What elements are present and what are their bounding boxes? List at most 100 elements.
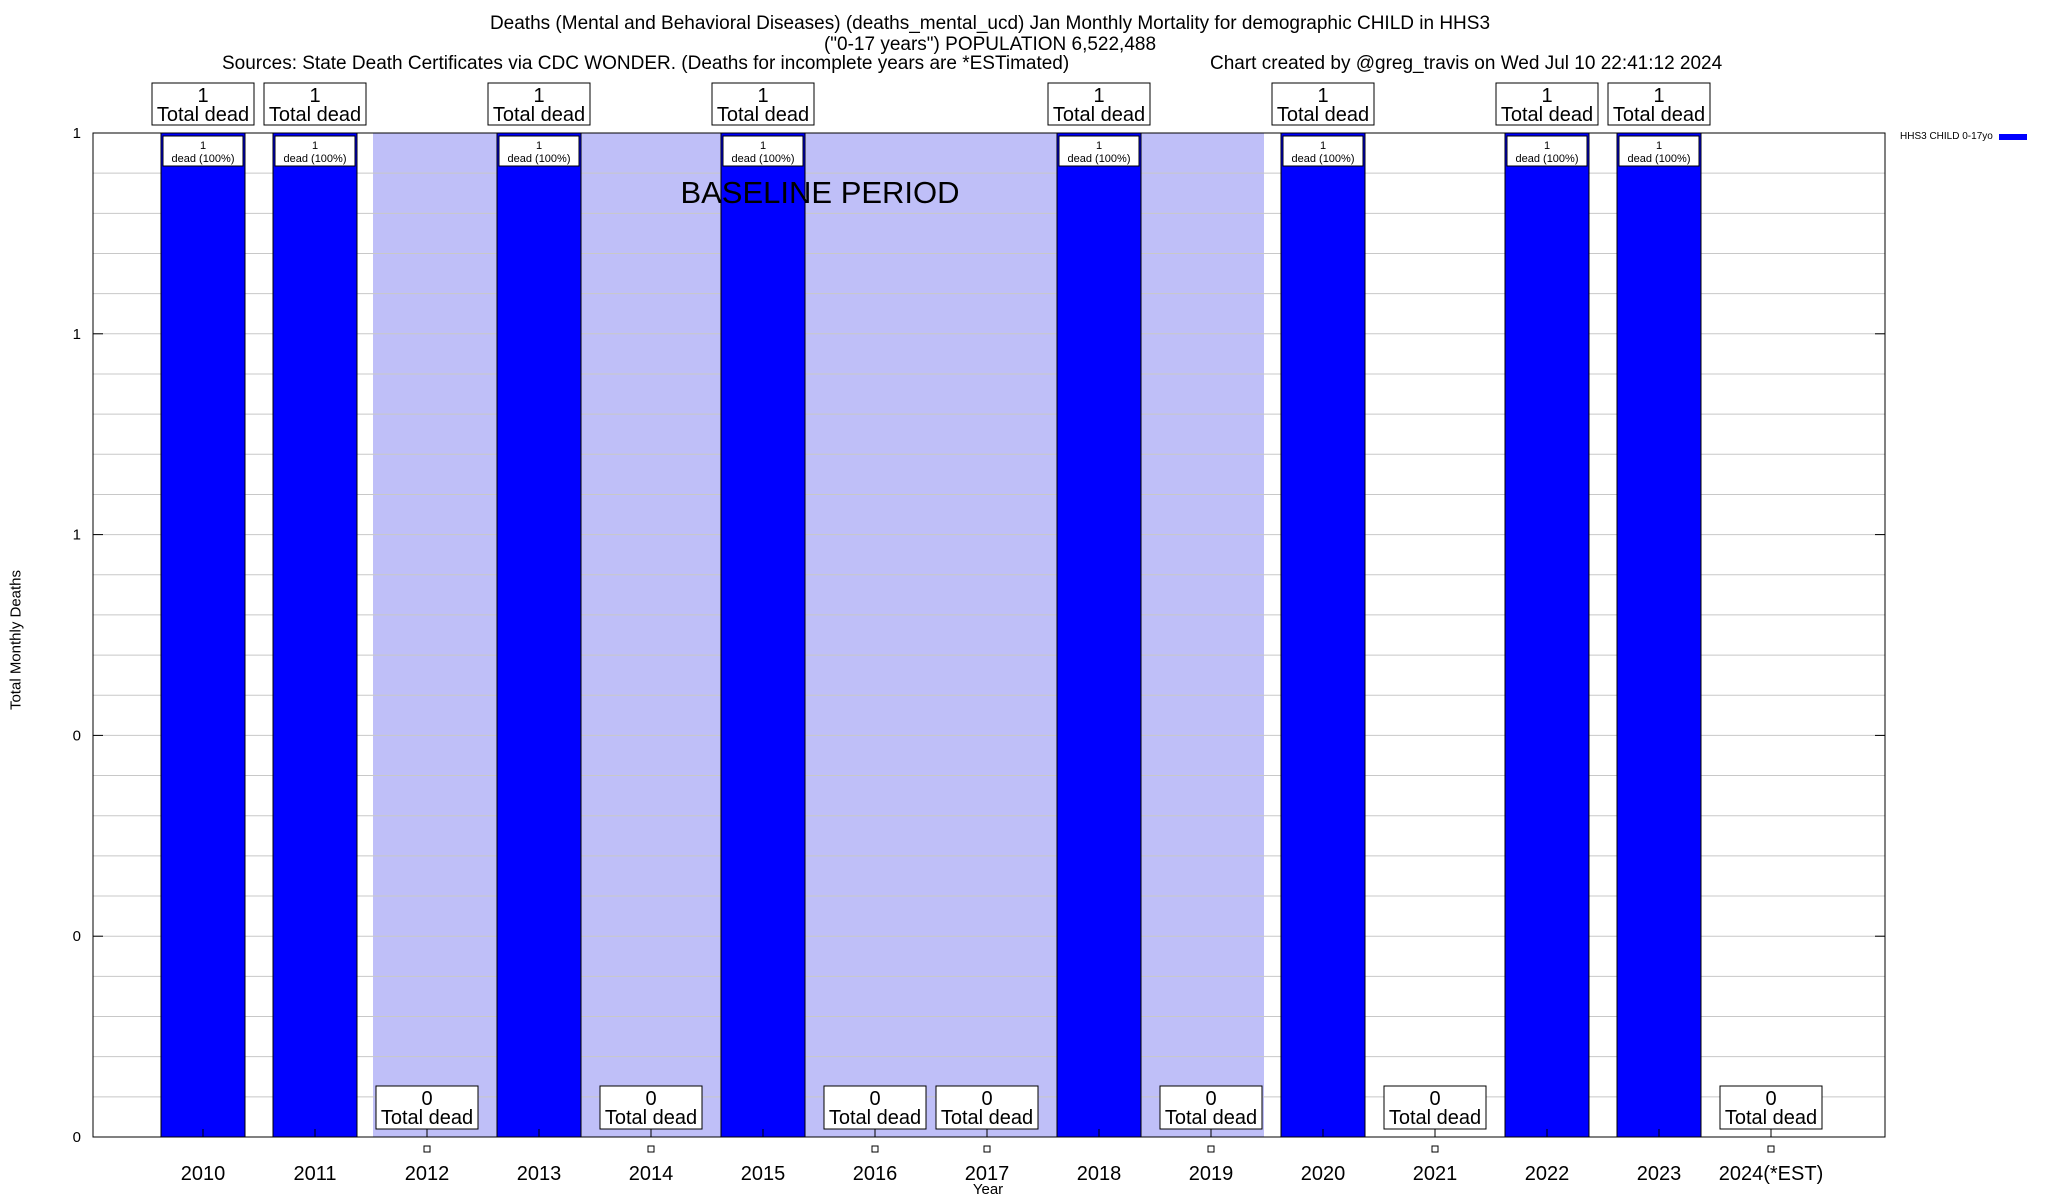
x-tick-label: 2015 — [741, 1163, 786, 1185]
y-tick-label: 1 — [73, 326, 81, 343]
x-tick-label: 2019 — [1189, 1163, 1234, 1185]
x-tick-label: 2022 — [1525, 1163, 1570, 1185]
zero-marker — [1431, 1145, 1439, 1153]
total-value: 0 — [869, 1088, 880, 1110]
x-tick-label: 2023 — [1637, 1163, 1682, 1185]
bar-inner-label-box — [162, 135, 244, 167]
total-label: Total dead — [1725, 1107, 1817, 1129]
x-tick-label: 2020 — [1301, 1163, 1346, 1185]
total-value: 0 — [421, 1088, 432, 1110]
total-label-box — [711, 82, 815, 126]
zero-marker — [1207, 1145, 1215, 1153]
x-tick-label: 2018 — [1077, 1163, 1122, 1185]
total-value: 1 — [197, 85, 208, 107]
bar-inner-label: dead (100%) — [1292, 153, 1355, 165]
total-label-box — [599, 1085, 703, 1130]
bar — [1616, 132, 1702, 1138]
total-label-box — [1495, 82, 1599, 126]
total-value: 1 — [1093, 85, 1104, 107]
bar-inner-label-box — [1058, 135, 1140, 167]
x-tick-label: 2014 — [629, 1163, 674, 1185]
total-label-box — [1047, 82, 1151, 126]
total-label: Total dead — [493, 104, 585, 126]
legend: HHS3 CHILD 0-17yo — [1900, 131, 2027, 142]
total-label: Total dead — [829, 1107, 921, 1129]
total-value: 0 — [1765, 1088, 1776, 1110]
total-label: Total dead — [269, 104, 361, 126]
bar-inner-label-box — [1506, 135, 1588, 167]
bar-inner-value: 1 — [1096, 140, 1102, 152]
zero-marker — [871, 1145, 879, 1153]
total-value: 0 — [645, 1088, 656, 1110]
total-label: Total dead — [157, 104, 249, 126]
x-tick-label: 2016 — [853, 1163, 898, 1185]
bar-inner-value: 1 — [536, 140, 542, 152]
total-value: 1 — [1541, 85, 1552, 107]
total-label: Total dead — [1165, 1107, 1257, 1129]
bar-inner-value: 1 — [1320, 140, 1326, 152]
bar-inner-value: 1 — [200, 140, 206, 152]
bar-inner-value: 1 — [760, 140, 766, 152]
chart-title: Deaths (Mental and Behavioral Diseases) … — [489, 13, 1491, 34]
bar — [496, 132, 582, 1138]
legend-swatch — [1998, 133, 2027, 140]
chart-subtitle: ("0-17 years") POPULATION 6,522,488 — [823, 34, 1157, 55]
legend-label: HHS3 CHILD 0-17yo — [1900, 131, 1993, 142]
bar-inner-label-box — [498, 135, 580, 167]
zero-marker — [1767, 1145, 1775, 1153]
total-label-box — [1159, 1085, 1263, 1130]
bar — [720, 132, 806, 1138]
sources-note: Sources: State Death Certificates via CD… — [222, 53, 1070, 74]
total-value: 0 — [1429, 1088, 1440, 1110]
bar-inner-label: dead (100%) — [1068, 153, 1131, 165]
bar-inner-label-box — [1618, 135, 1700, 167]
x-tick-label: 2012 — [405, 1163, 450, 1185]
bar-inner-label: dead (100%) — [508, 153, 571, 165]
bar-inner-label: dead (100%) — [1516, 153, 1579, 165]
total-label: Total dead — [1389, 1107, 1481, 1129]
total-value: 1 — [1653, 85, 1664, 107]
x-axis-label: Year — [972, 1181, 1004, 1198]
total-label-box — [1607, 82, 1711, 126]
y-tick-label: 1 — [73, 527, 81, 544]
total-value: 1 — [1317, 85, 1328, 107]
y-tick-label: 1 — [73, 125, 81, 142]
zero-marker — [983, 1145, 991, 1153]
y-tick-label: 0 — [73, 727, 81, 744]
total-label: Total dead — [1501, 104, 1593, 126]
bar — [272, 132, 358, 1138]
bar — [1504, 132, 1590, 1138]
x-tick-label: 2013 — [517, 1163, 562, 1185]
total-value: 0 — [1205, 1088, 1216, 1110]
plot-border — [92, 132, 1886, 1138]
total-label: Total dead — [381, 1107, 473, 1129]
total-label-box — [1271, 82, 1375, 126]
bar — [1056, 132, 1142, 1138]
total-label-box — [263, 82, 367, 126]
x-tick-label: 2024(*EST) — [1719, 1163, 1824, 1185]
bar-inner-label: dead (100%) — [172, 153, 235, 165]
bar-inner-value: 1 — [312, 140, 318, 152]
bar-inner-label: dead (100%) — [732, 153, 795, 165]
zero-marker — [647, 1145, 655, 1153]
bar-inner-label-box — [1282, 135, 1364, 167]
total-label-box — [151, 82, 255, 126]
x-tick-label: 2011 — [293, 1163, 336, 1185]
credit-note: Chart created by @greg_travis on Wed Jul… — [1210, 53, 1723, 74]
x-tick-label: 2010 — [181, 1163, 226, 1185]
total-label-box — [375, 1085, 479, 1130]
total-label: Total dead — [1277, 104, 1369, 126]
bar-inner-value: 1 — [1656, 140, 1662, 152]
y-tick-label: 0 — [73, 928, 81, 945]
total-label: Total dead — [1053, 104, 1145, 126]
total-value: 1 — [309, 85, 320, 107]
x-tick-label: 2021 — [1413, 1163, 1458, 1185]
bar-inner-value: 1 — [1544, 140, 1550, 152]
baseline-period-label: BASELINE PERIOD — [680, 175, 959, 210]
total-label: Total dead — [605, 1107, 697, 1129]
total-value: 1 — [533, 85, 544, 107]
total-label: Total dead — [941, 1107, 1033, 1129]
total-label: Total dead — [717, 104, 809, 126]
bar-inner-label-box — [274, 135, 356, 167]
